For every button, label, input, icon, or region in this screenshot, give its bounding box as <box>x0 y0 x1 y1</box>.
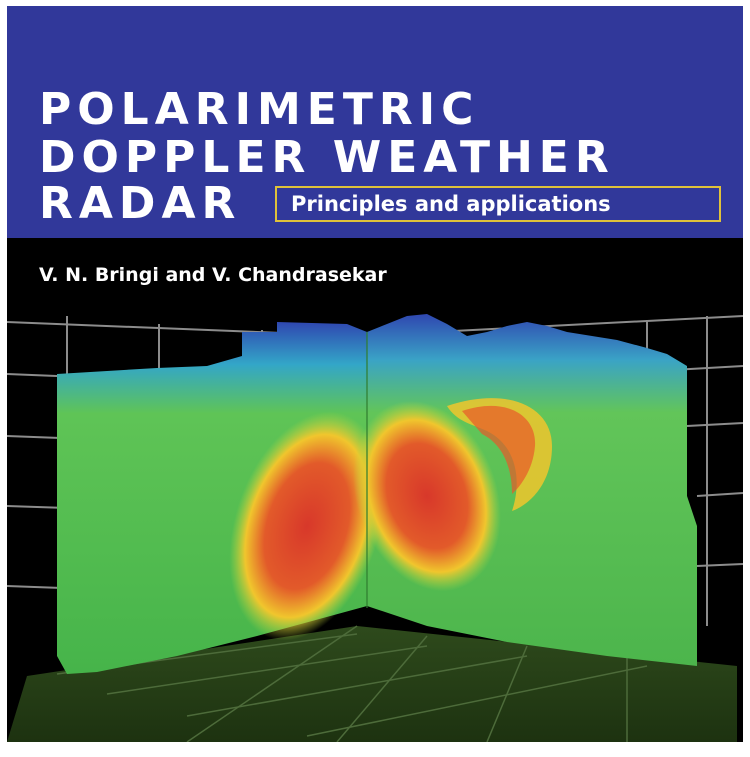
title-line-3: RADAR <box>39 178 242 229</box>
title-line-1: POLARIMETRIC <box>39 84 480 135</box>
reflectivity-core-left <box>229 411 385 641</box>
reflectivity-core-right <box>353 400 501 592</box>
subtitle: Principles and applications <box>291 192 611 216</box>
radar-illustration <box>7 314 743 742</box>
title-line-2: DOPPLER WEATHER <box>39 132 615 183</box>
title-band: POLARIMETRIC DOPPLER WEATHER RADAR Princ… <box>7 6 743 238</box>
book-cover: POLARIMETRIC DOPPLER WEATHER RADAR Princ… <box>7 6 743 742</box>
subtitle-box: Principles and applications <box>275 186 721 222</box>
authors: V. N. Bringi and V. Chandrasekar <box>39 264 387 286</box>
